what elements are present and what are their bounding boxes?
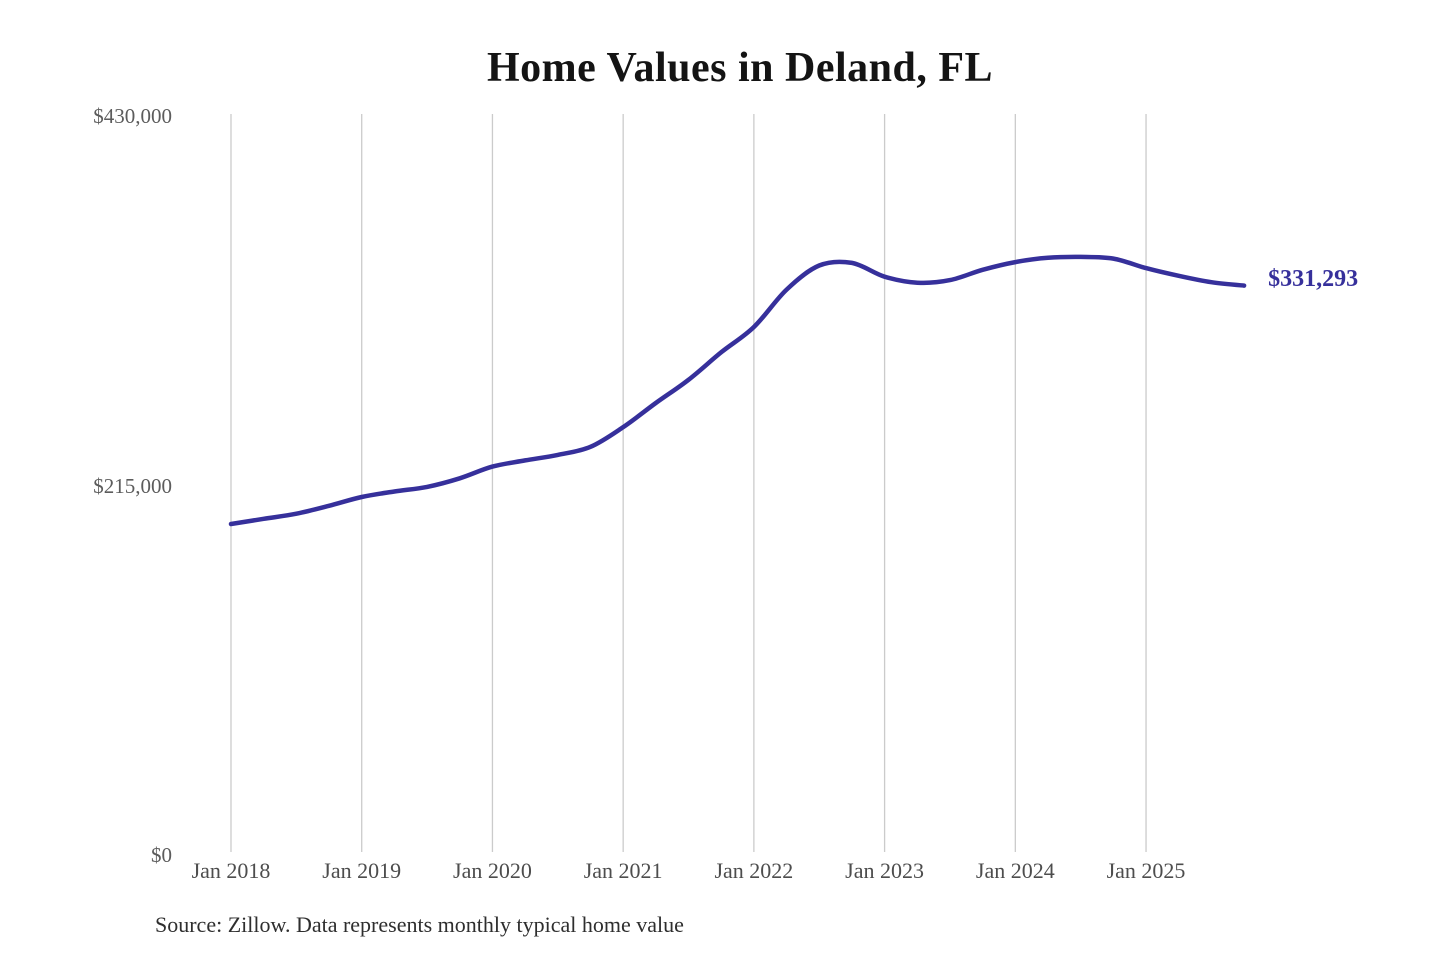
y-tick-label: $215,000 xyxy=(93,473,172,498)
y-tick-label: $430,000 xyxy=(93,104,172,128)
source-note: Source: Zillow. Data represents monthly … xyxy=(155,912,684,937)
y-tick-label: $0 xyxy=(151,843,172,867)
x-tick-label: Jan 2018 xyxy=(191,858,271,883)
x-tick-label: Jan 2022 xyxy=(714,858,794,883)
x-tick-label: Jan 2024 xyxy=(975,858,1055,883)
x-tick-label: Jan 2023 xyxy=(845,858,924,883)
x-tick-label: Jan 2019 xyxy=(322,858,402,883)
home-value-line xyxy=(228,254,1247,527)
x-tick-label: Jan 2025 xyxy=(1106,858,1186,883)
latest-value-label: $331,293 xyxy=(1268,265,1359,292)
x-tick-label: Jan 2020 xyxy=(453,858,532,883)
x-tick-label: Jan 2021 xyxy=(583,858,663,883)
year-gridlines xyxy=(230,114,1147,852)
chart-title: Home Values in Deland, FL xyxy=(486,45,994,91)
